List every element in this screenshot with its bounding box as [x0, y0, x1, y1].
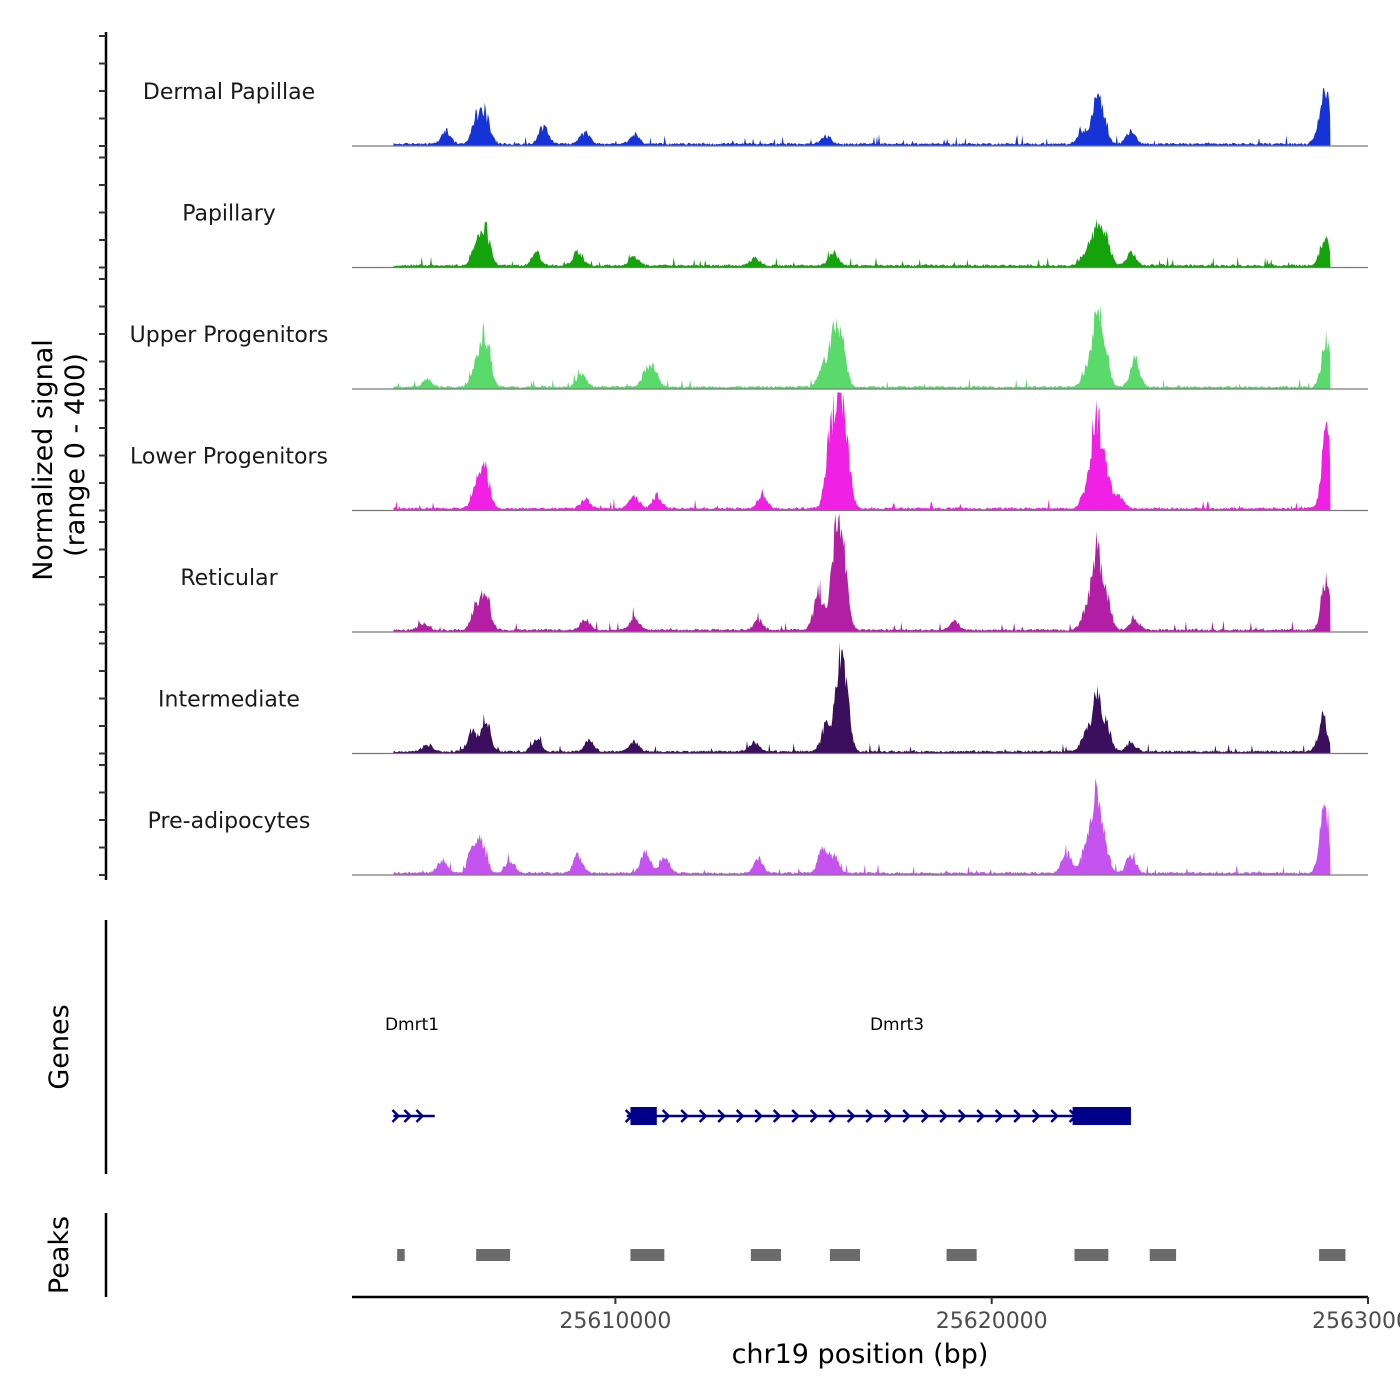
signal-area [393, 777, 1331, 875]
strand-arrow [976, 1109, 985, 1123]
peak-regions-track [397, 1249, 1346, 1261]
x-tick-label: 25620000 [936, 1309, 1048, 1334]
peak-region [1074, 1249, 1109, 1261]
peak-region [750, 1249, 781, 1261]
track-papillary: Papillary [182, 202, 1368, 269]
genes-track-label: Genes [44, 1004, 75, 1089]
exon [1072, 1107, 1131, 1125]
strand-arrow [1013, 1109, 1022, 1123]
signal-tracks: Dermal Papillae Papillary Upper Progenitor… [130, 80, 1368, 876]
strand-arrow [754, 1109, 763, 1123]
strand-arrow [661, 1109, 671, 1123]
track-label: Lower Progenitors [130, 445, 328, 470]
peak-region [829, 1249, 860, 1261]
signal-area [393, 219, 1331, 268]
strand-arrow [828, 1109, 837, 1123]
signal-area [393, 641, 1331, 754]
gene-dmrt1: Dmrt1 [385, 1015, 439, 1123]
strand-arrow [939, 1109, 948, 1123]
x-axis-title: chr19 position (bp) [732, 1339, 989, 1370]
strand-arrow [1050, 1109, 1059, 1123]
strand-arrow [791, 1109, 800, 1123]
peak-region [1149, 1249, 1177, 1261]
x-tick-label: 25630000 [1312, 1309, 1400, 1334]
peak-region [630, 1249, 665, 1261]
strand-arrow [865, 1109, 874, 1123]
x-axis: 25610000 25620000 25630000 [352, 1295, 1400, 1334]
strand-arrow [415, 1109, 425, 1123]
strand-arrow [957, 1109, 967, 1123]
y-axis-range: (range 0 - 400) [60, 353, 91, 557]
strand-arrow [809, 1109, 819, 1123]
track-label: Intermediate [158, 688, 300, 713]
strand-arrow [698, 1109, 708, 1123]
strand-arrow [772, 1109, 782, 1123]
signal-area [393, 514, 1331, 632]
gene-dmrt3: Dmrt3 [624, 1015, 1131, 1125]
peak-region [397, 1249, 405, 1261]
track-label: Dermal Papillae [143, 80, 315, 105]
peaks-track-label: Peaks [44, 1216, 75, 1294]
track-intermediate: Intermediate [158, 641, 1368, 755]
gene-label: Dmrt3 [870, 1015, 924, 1035]
strand-arrow [680, 1109, 689, 1123]
strand-arrow [735, 1109, 745, 1123]
exon [630, 1107, 657, 1125]
strand-arrow [902, 1109, 911, 1123]
strand-arrow [846, 1109, 856, 1123]
signal-area [393, 304, 1331, 389]
strand-arrow [403, 1109, 413, 1123]
strand-arrow [717, 1109, 726, 1123]
gene-annotation-track: Dmrt1 Dmrt3 [385, 1015, 1131, 1125]
strand-arrow [391, 1109, 401, 1123]
track-pre-adipocytes: Pre-adipocytes [148, 777, 1368, 876]
signal-area [393, 87, 1331, 146]
y-axis-title: Normalized signal [28, 339, 59, 581]
track-label: Upper Progenitors [130, 323, 329, 348]
x-tick-label: 25610000 [559, 1309, 671, 1334]
track-dermal-papillae: Dermal Papillae [143, 80, 1368, 147]
strand-arrow [994, 1109, 1004, 1123]
track-label: Papillary [182, 202, 276, 227]
peak-region [946, 1249, 977, 1261]
strand-arrow [1031, 1109, 1041, 1123]
signal-area [393, 392, 1331, 511]
peak-region [476, 1249, 511, 1261]
track-upper-progenitors: Upper Progenitors [130, 304, 1368, 390]
track-lower-progenitors: Lower Progenitors [130, 392, 1368, 512]
track-label: Reticular [180, 566, 278, 591]
track-reticular: Reticular [180, 514, 1368, 633]
strand-arrow [883, 1109, 893, 1123]
peak-region [1319, 1249, 1346, 1261]
track-label: Pre-adipocytes [148, 809, 311, 834]
signal-y-axis [99, 32, 108, 880]
gene-label: Dmrt1 [385, 1015, 439, 1035]
strand-arrow [920, 1109, 930, 1123]
